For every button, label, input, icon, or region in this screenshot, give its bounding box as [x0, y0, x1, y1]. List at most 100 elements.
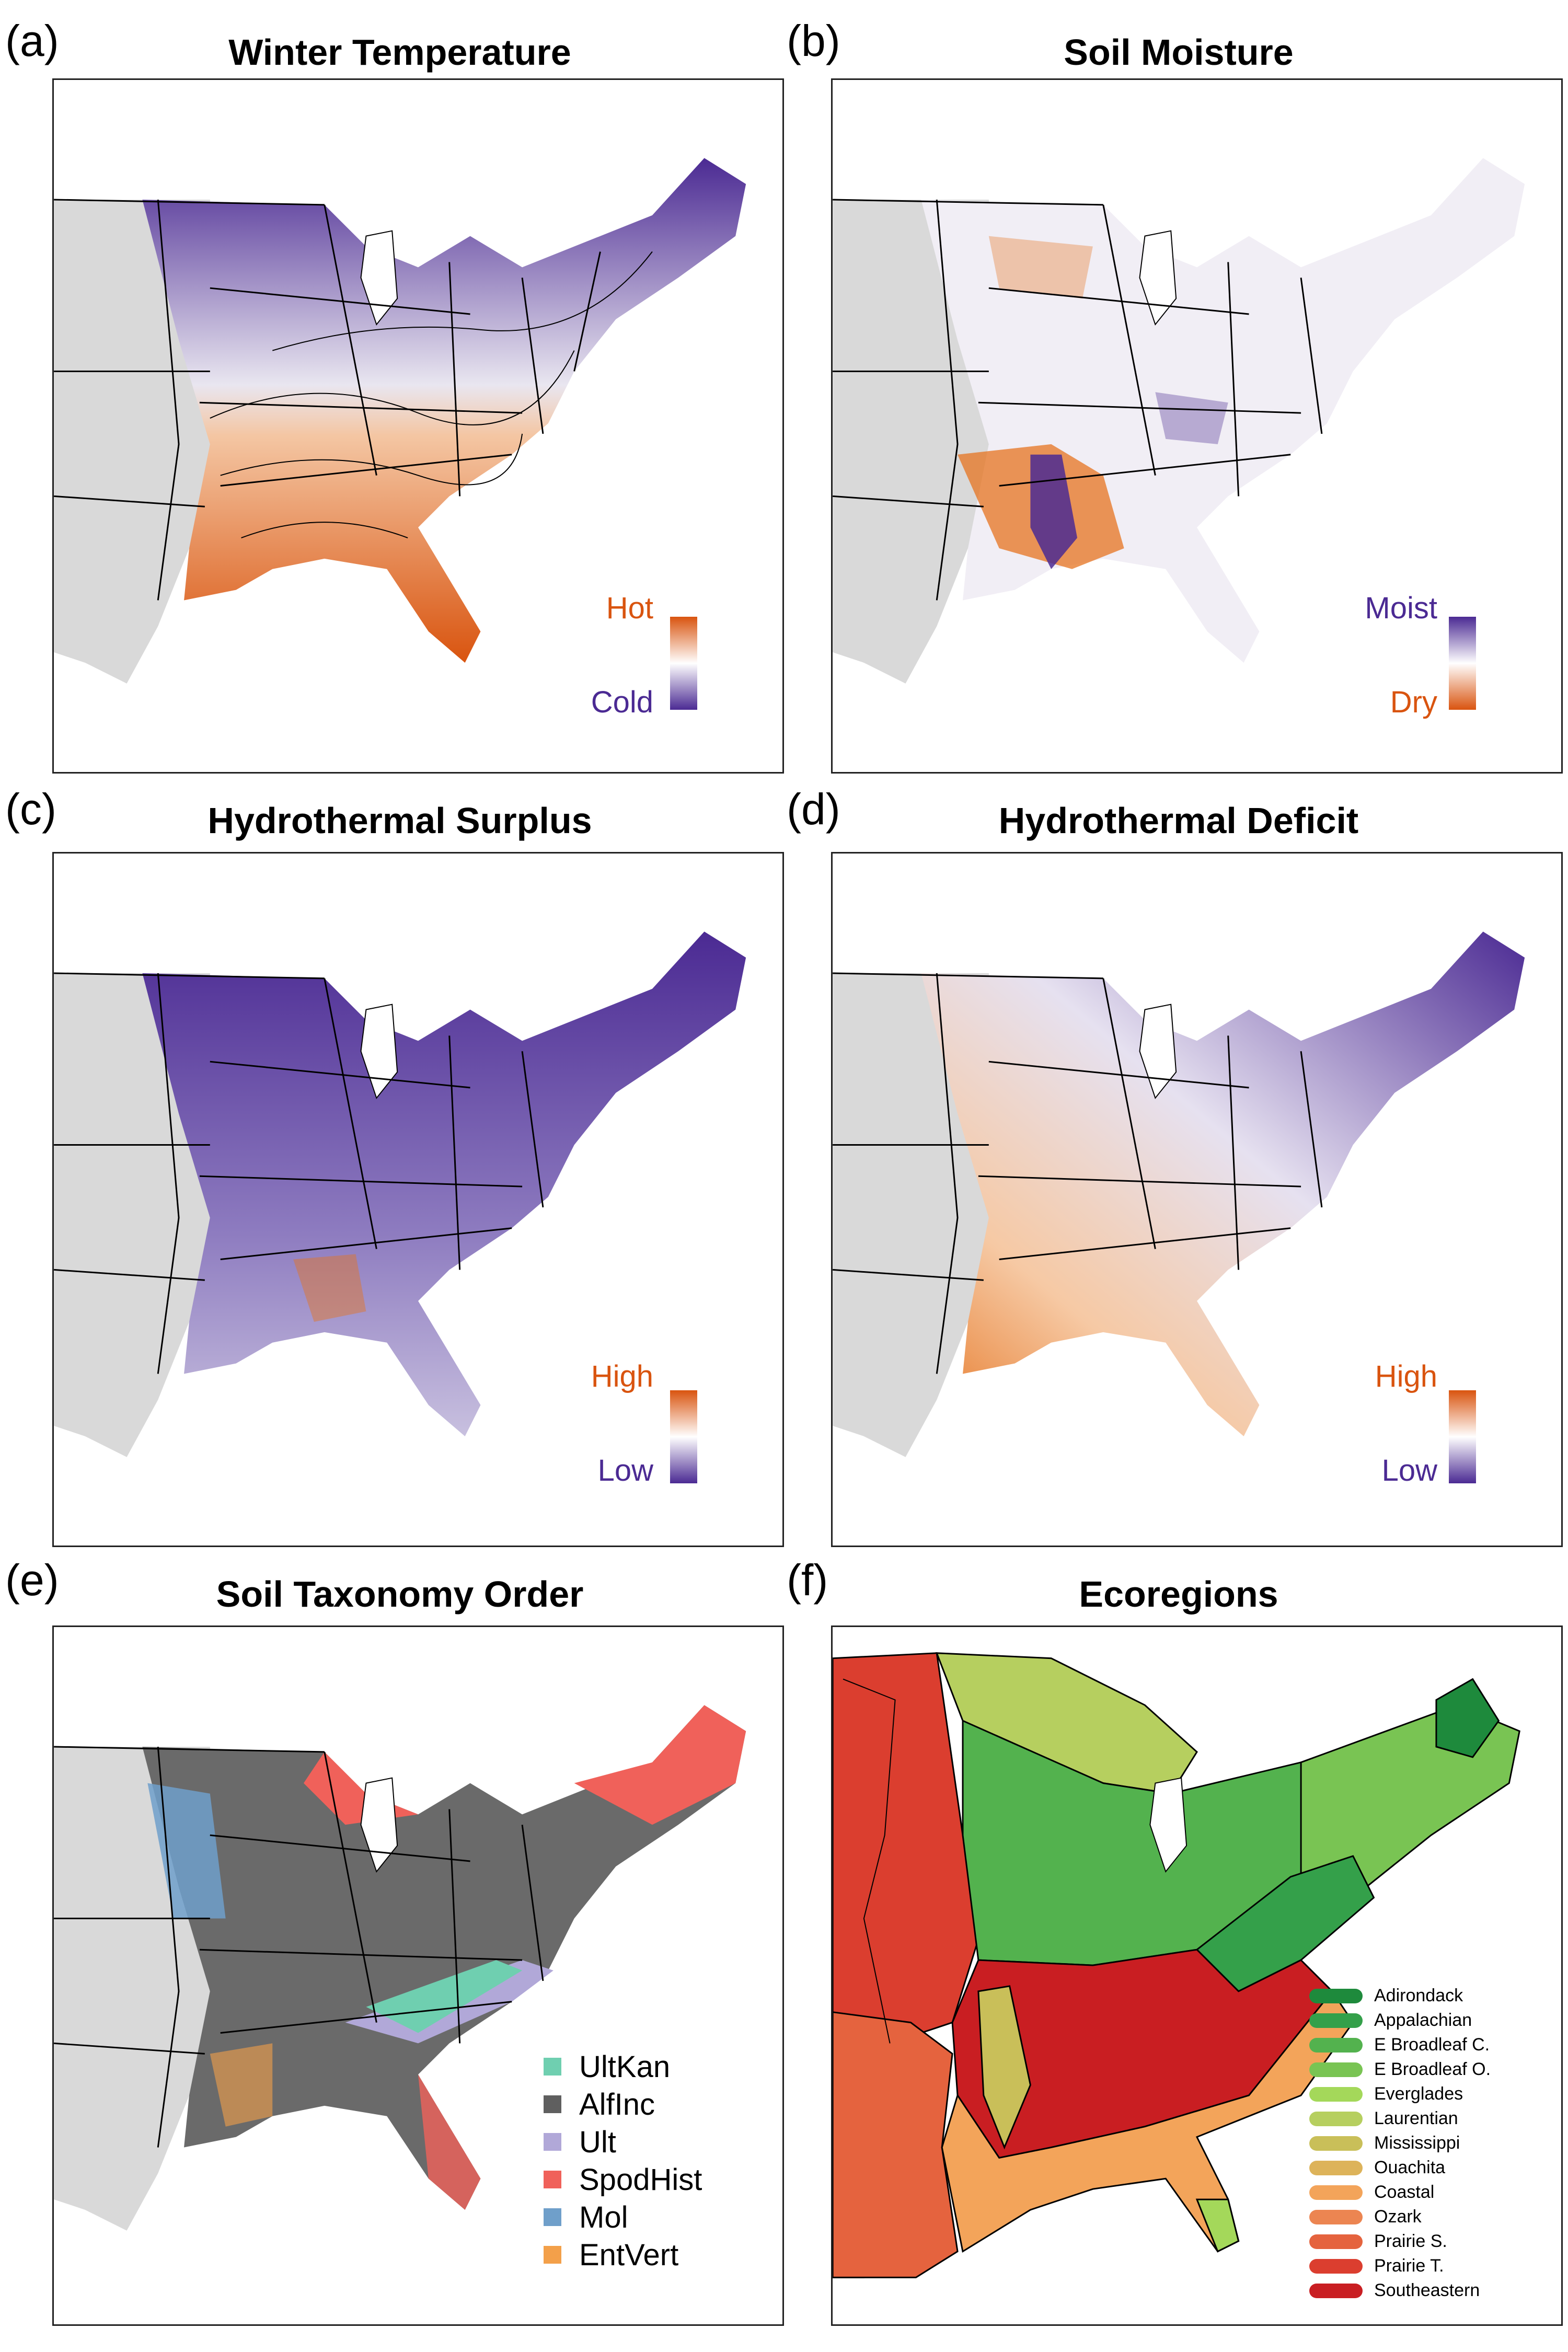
legend-item-e-broadleaf-o: E Broadleaf O.	[1309, 2057, 1529, 2082]
legend-label: SpodHist	[579, 2163, 702, 2197]
panel-c-letter: (c)	[5, 785, 56, 834]
mississippi-region	[977, 1985, 1031, 2150]
legend-label: AlfInc	[579, 2088, 655, 2122]
panel-f-map-frame	[831, 1625, 1563, 2326]
panel-b-letter: (b)	[787, 16, 840, 65]
panel-e-legend: UltKan AlfInc Ult SpodHist Mol EntVert	[544, 2049, 763, 2279]
legend-item-coastal: Coastal	[1309, 2180, 1529, 2205]
panel-c-scale-low-label: Low	[597, 1454, 653, 1488]
state-boundaries	[54, 199, 601, 601]
legend-item-adirondack: Adirondack	[1309, 1984, 1529, 2008]
legend-item-ouachita: Ouachita	[1309, 2155, 1529, 2180]
panel-b-color-scale	[1449, 617, 1476, 710]
legend-swatch	[544, 2058, 561, 2076]
legend-item-e-broadleaf-c: E Broadleaf C.	[1309, 2033, 1529, 2057]
legend-label: Appalachian	[1374, 2010, 1472, 2030]
legend-label: Mol	[579, 2200, 628, 2234]
panel-a-title: Winter Temperature	[228, 32, 571, 73]
legend-swatch	[1309, 2062, 1363, 2077]
panel-d-scale-high-label: High	[1375, 1359, 1437, 1393]
legend-swatch	[544, 2208, 561, 2226]
adirondack-region	[1435, 1678, 1500, 1758]
everglades-region	[1195, 2198, 1240, 2253]
panel-f-title: Ecoregions	[1079, 1574, 1278, 1615]
panel-b-scale-low-label: Dry	[1390, 685, 1437, 719]
panel-e-map-frame	[52, 1625, 784, 2326]
legend-label: Southeastern	[1374, 2280, 1480, 2300]
panel-b-title: Soil Moisture	[1064, 32, 1294, 73]
legend-item-spodhist: SpodHist	[544, 2162, 753, 2198]
west-outline	[843, 1678, 896, 2044]
hydrothermal-surplus-map	[54, 931, 746, 1457]
legend-label: Prairie S.	[1374, 2231, 1447, 2251]
panel-d-map-frame	[831, 852, 1563, 1547]
legend-item-prairie-t: Prairie T.	[1309, 2254, 1529, 2278]
legend-swatch	[1309, 2185, 1363, 2200]
panel-d-color-scale	[1449, 1390, 1476, 1483]
lake-michigan	[360, 230, 398, 326]
winter-temperature-map	[54, 158, 746, 684]
legend-swatch	[1309, 2038, 1363, 2053]
coastal-region	[941, 1990, 1354, 2253]
panel-b-scale-high-label: Moist	[1365, 591, 1437, 625]
legend-label: Ozark	[1374, 2207, 1422, 2227]
panel-a-letter: (a)	[5, 16, 59, 65]
panel-a-scale-low-label: Cold	[591, 685, 653, 719]
panel-d-title: Hydrothermal Deficit	[998, 800, 1359, 841]
panel-c-scale-high-label: High	[591, 1359, 653, 1393]
legend-swatch	[1309, 1989, 1363, 2003]
legend-label: UltKan	[579, 2050, 671, 2084]
panel-d-scale-low-label: Low	[1381, 1454, 1437, 1488]
panel-c-map-frame	[52, 852, 784, 1547]
legend-item-laurentian: Laurentian	[1309, 2106, 1529, 2131]
hydrothermal-deficit-map	[833, 931, 1525, 1457]
legend-item-prairie-s: Prairie S.	[1309, 2229, 1529, 2254]
legend-label: EntVert	[579, 2238, 679, 2272]
legend-swatch	[1309, 2234, 1363, 2249]
legend-label: Coastal	[1374, 2182, 1435, 2202]
legend-swatch	[544, 2171, 561, 2188]
panel-f-letter: (f)	[787, 1555, 828, 1605]
legend-swatch	[1309, 2112, 1363, 2126]
panel-a-map-frame	[52, 78, 784, 774]
lake-michigan	[1149, 1777, 1187, 1873]
panel-e-letter: (e)	[5, 1555, 59, 1605]
legend-swatch	[1309, 2136, 1363, 2151]
legend-swatch	[544, 2095, 561, 2113]
panel-c-color-scale	[670, 1390, 697, 1483]
ecoregion-boundaries	[210, 251, 653, 538]
legend-label: Ouachita	[1374, 2158, 1446, 2177]
legend-item-appalachian: Appalachian	[1309, 2008, 1529, 2033]
legend-item-ozark: Ozark	[1309, 2205, 1529, 2229]
legend-swatch	[1309, 2284, 1363, 2298]
panel-f-legend: Adirondack Appalachian E Broadleaf C. E …	[1309, 1984, 1550, 2308]
panel-e-title: Soil Taxonomy Order	[216, 1574, 584, 1615]
panel-a-color-scale	[670, 617, 697, 710]
prairie-s-region	[833, 2011, 959, 2278]
legend-item-southeastern: Southeastern	[1309, 2278, 1529, 2303]
soil-moisture-map	[833, 158, 1525, 684]
legend-label: Prairie T.	[1374, 2256, 1444, 2276]
legend-label: E Broadleaf C.	[1374, 2035, 1490, 2055]
legend-item-ult: Ult	[544, 2124, 753, 2161]
legend-swatch	[1309, 2161, 1363, 2175]
legend-label: Adirondack	[1374, 1986, 1463, 2005]
legend-swatch	[1309, 2259, 1363, 2274]
legend-label: E Broadleaf O.	[1374, 2059, 1491, 2079]
legend-label: Mississippi	[1374, 2133, 1460, 2153]
legend-label: Laurentian	[1374, 2108, 1458, 2128]
legend-swatch	[1309, 2210, 1363, 2224]
legend-item-entvert: EntVert	[544, 2237, 753, 2274]
panel-a-scale-high-label: Hot	[606, 591, 653, 625]
legend-swatch	[544, 2133, 561, 2151]
legend-item-mol: Mol	[544, 2199, 753, 2236]
panel-d-letter: (d)	[787, 785, 840, 834]
soil-taxonomy-map	[54, 1705, 746, 2231]
panel-c-title: Hydrothermal Surplus	[207, 800, 592, 841]
legend-swatch	[1309, 2013, 1363, 2028]
legend-label: Ult	[579, 2125, 616, 2159]
legend-swatch	[1309, 2087, 1363, 2102]
legend-label: Everglades	[1374, 2084, 1463, 2104]
legend-item-ultkan: UltKan	[544, 2049, 753, 2085]
ecoregions-map	[833, 1652, 1520, 2278]
